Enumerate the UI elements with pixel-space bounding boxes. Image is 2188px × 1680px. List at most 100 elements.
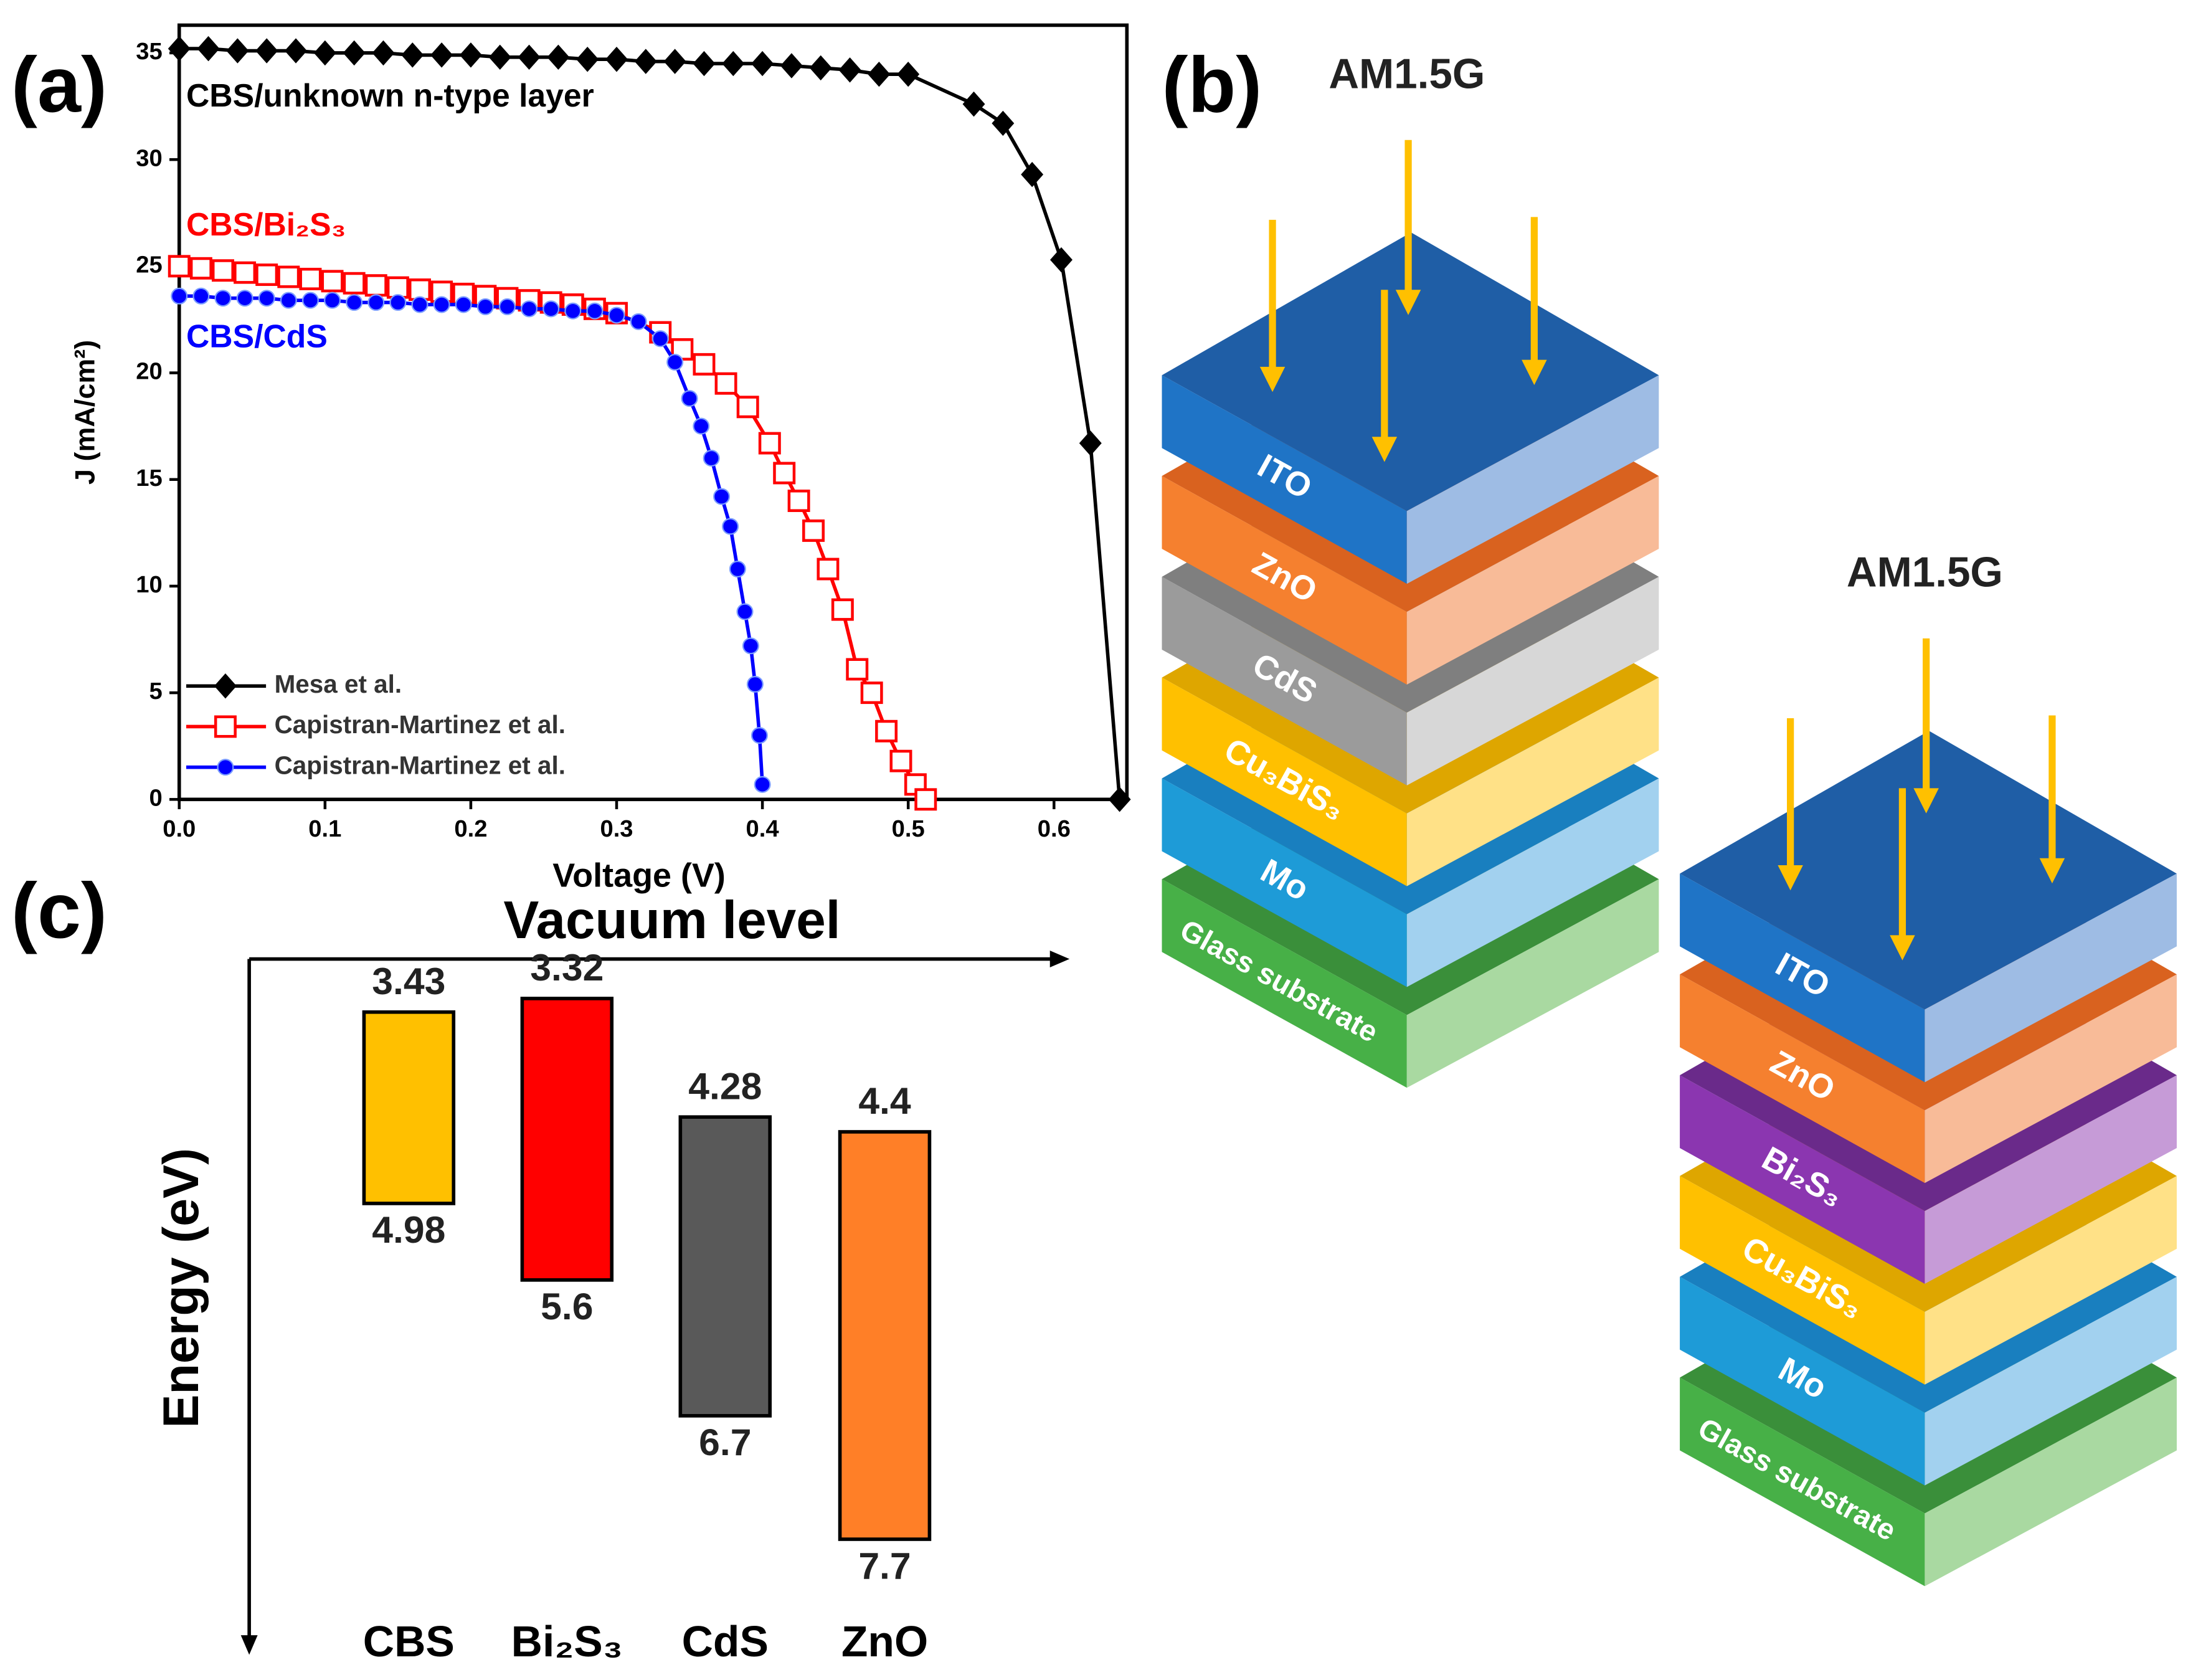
arrowhead [240,1635,258,1655]
marker [831,598,854,621]
marker [838,57,861,83]
legend-label: Capistran-Martinez et al. [275,710,566,739]
x-tick-label: 0.2 [454,815,487,842]
marker [321,270,344,293]
marker [681,390,698,407]
marker [459,42,482,68]
marker [634,49,657,74]
layer-left [1162,476,1407,685]
light-arrowhead [1371,437,1398,462]
marker [401,42,424,68]
axis-line [247,957,1053,1638]
layer-right [1925,1075,2177,1284]
y-tick-label: 30 [136,145,162,171]
marker [703,450,720,467]
marker [299,267,322,290]
marker [802,519,825,542]
arrowhead [1049,951,1070,968]
marker [1108,787,1131,812]
marker [280,292,297,309]
category-label: CdS [682,1617,769,1666]
layer-right [1406,375,1659,584]
layer-right [1925,873,2177,1083]
value-label: 6.7 [699,1421,751,1463]
layer-top [1162,232,1659,511]
marker [277,265,300,288]
layer-left [1680,1075,1925,1284]
legend-label: Capistran-Martinez et al. [275,751,566,779]
marker [751,727,768,744]
bar [678,1115,772,1418]
marker [455,296,472,313]
marker [372,40,395,66]
marker [171,287,188,305]
marker [729,561,746,578]
marker [722,50,745,77]
layer-right [1406,677,1659,886]
layer-left [1680,1175,1925,1385]
y-tick-label: 5 [149,678,163,705]
light-arrowhead [1522,359,1547,386]
marker [736,396,759,419]
marker [488,44,511,70]
marker [897,61,920,87]
legend-marker [217,759,234,776]
marker [742,637,759,655]
marker [258,290,275,307]
marker [992,110,1015,136]
x-tick-label: 0.6 [1038,815,1071,842]
layer: ITO [1680,731,2177,1083]
light-arrowhead [1890,935,1915,961]
layer-left [1162,375,1407,584]
marker [255,38,278,64]
light-label: AM1.5G [1847,549,2003,596]
y-tick-label: 25 [136,251,162,278]
marker [433,296,450,313]
bar [362,1010,456,1205]
marker [547,44,570,70]
marker [1049,247,1073,273]
light-arrowhead [1913,788,1939,814]
marker [214,290,232,307]
light-arrowhead [1395,290,1421,315]
device-stack: Glass substrateMoCu₃BiS₃Bi₂S₃ZnOITOAM1.5… [1680,549,2177,1587]
y-axis-label: Energy (eV) [153,1148,209,1428]
marker [693,50,716,77]
annotation: CBS/unknown n-type layer [186,77,594,113]
marker [809,55,832,81]
y-tick-label: 20 [136,358,162,385]
marker [189,257,212,280]
y-tick-label: 10 [136,571,162,598]
marker [586,302,604,320]
category-label: CBS [363,1617,455,1666]
marker [576,47,599,72]
marker [773,462,796,485]
category-label: Bi₂S₃ [511,1617,623,1666]
marker [226,38,249,64]
marker [168,255,191,278]
marker [389,294,407,311]
panel-label: (c) [11,866,107,954]
marker [787,489,810,512]
y-tick-label: 15 [136,465,162,491]
annotation: CBS/Bi₂S₃ [186,206,346,242]
marker [746,675,764,693]
marker [754,776,771,793]
layer-left [1162,879,1407,1088]
marker [666,353,684,371]
marker [817,558,840,581]
light-label: AM1.5G [1328,50,1485,97]
plot-frame [177,23,1129,802]
marker [605,47,628,72]
x-axis-label: Voltage (V) [552,857,726,894]
value-label: 7.7 [858,1544,911,1587]
layer-right [1406,879,1659,1088]
marker [518,44,541,70]
marker [430,42,453,68]
annotation: CBS/CdS [186,318,328,354]
marker [236,290,253,307]
layer-left [1680,1276,1925,1486]
marker [285,38,308,64]
